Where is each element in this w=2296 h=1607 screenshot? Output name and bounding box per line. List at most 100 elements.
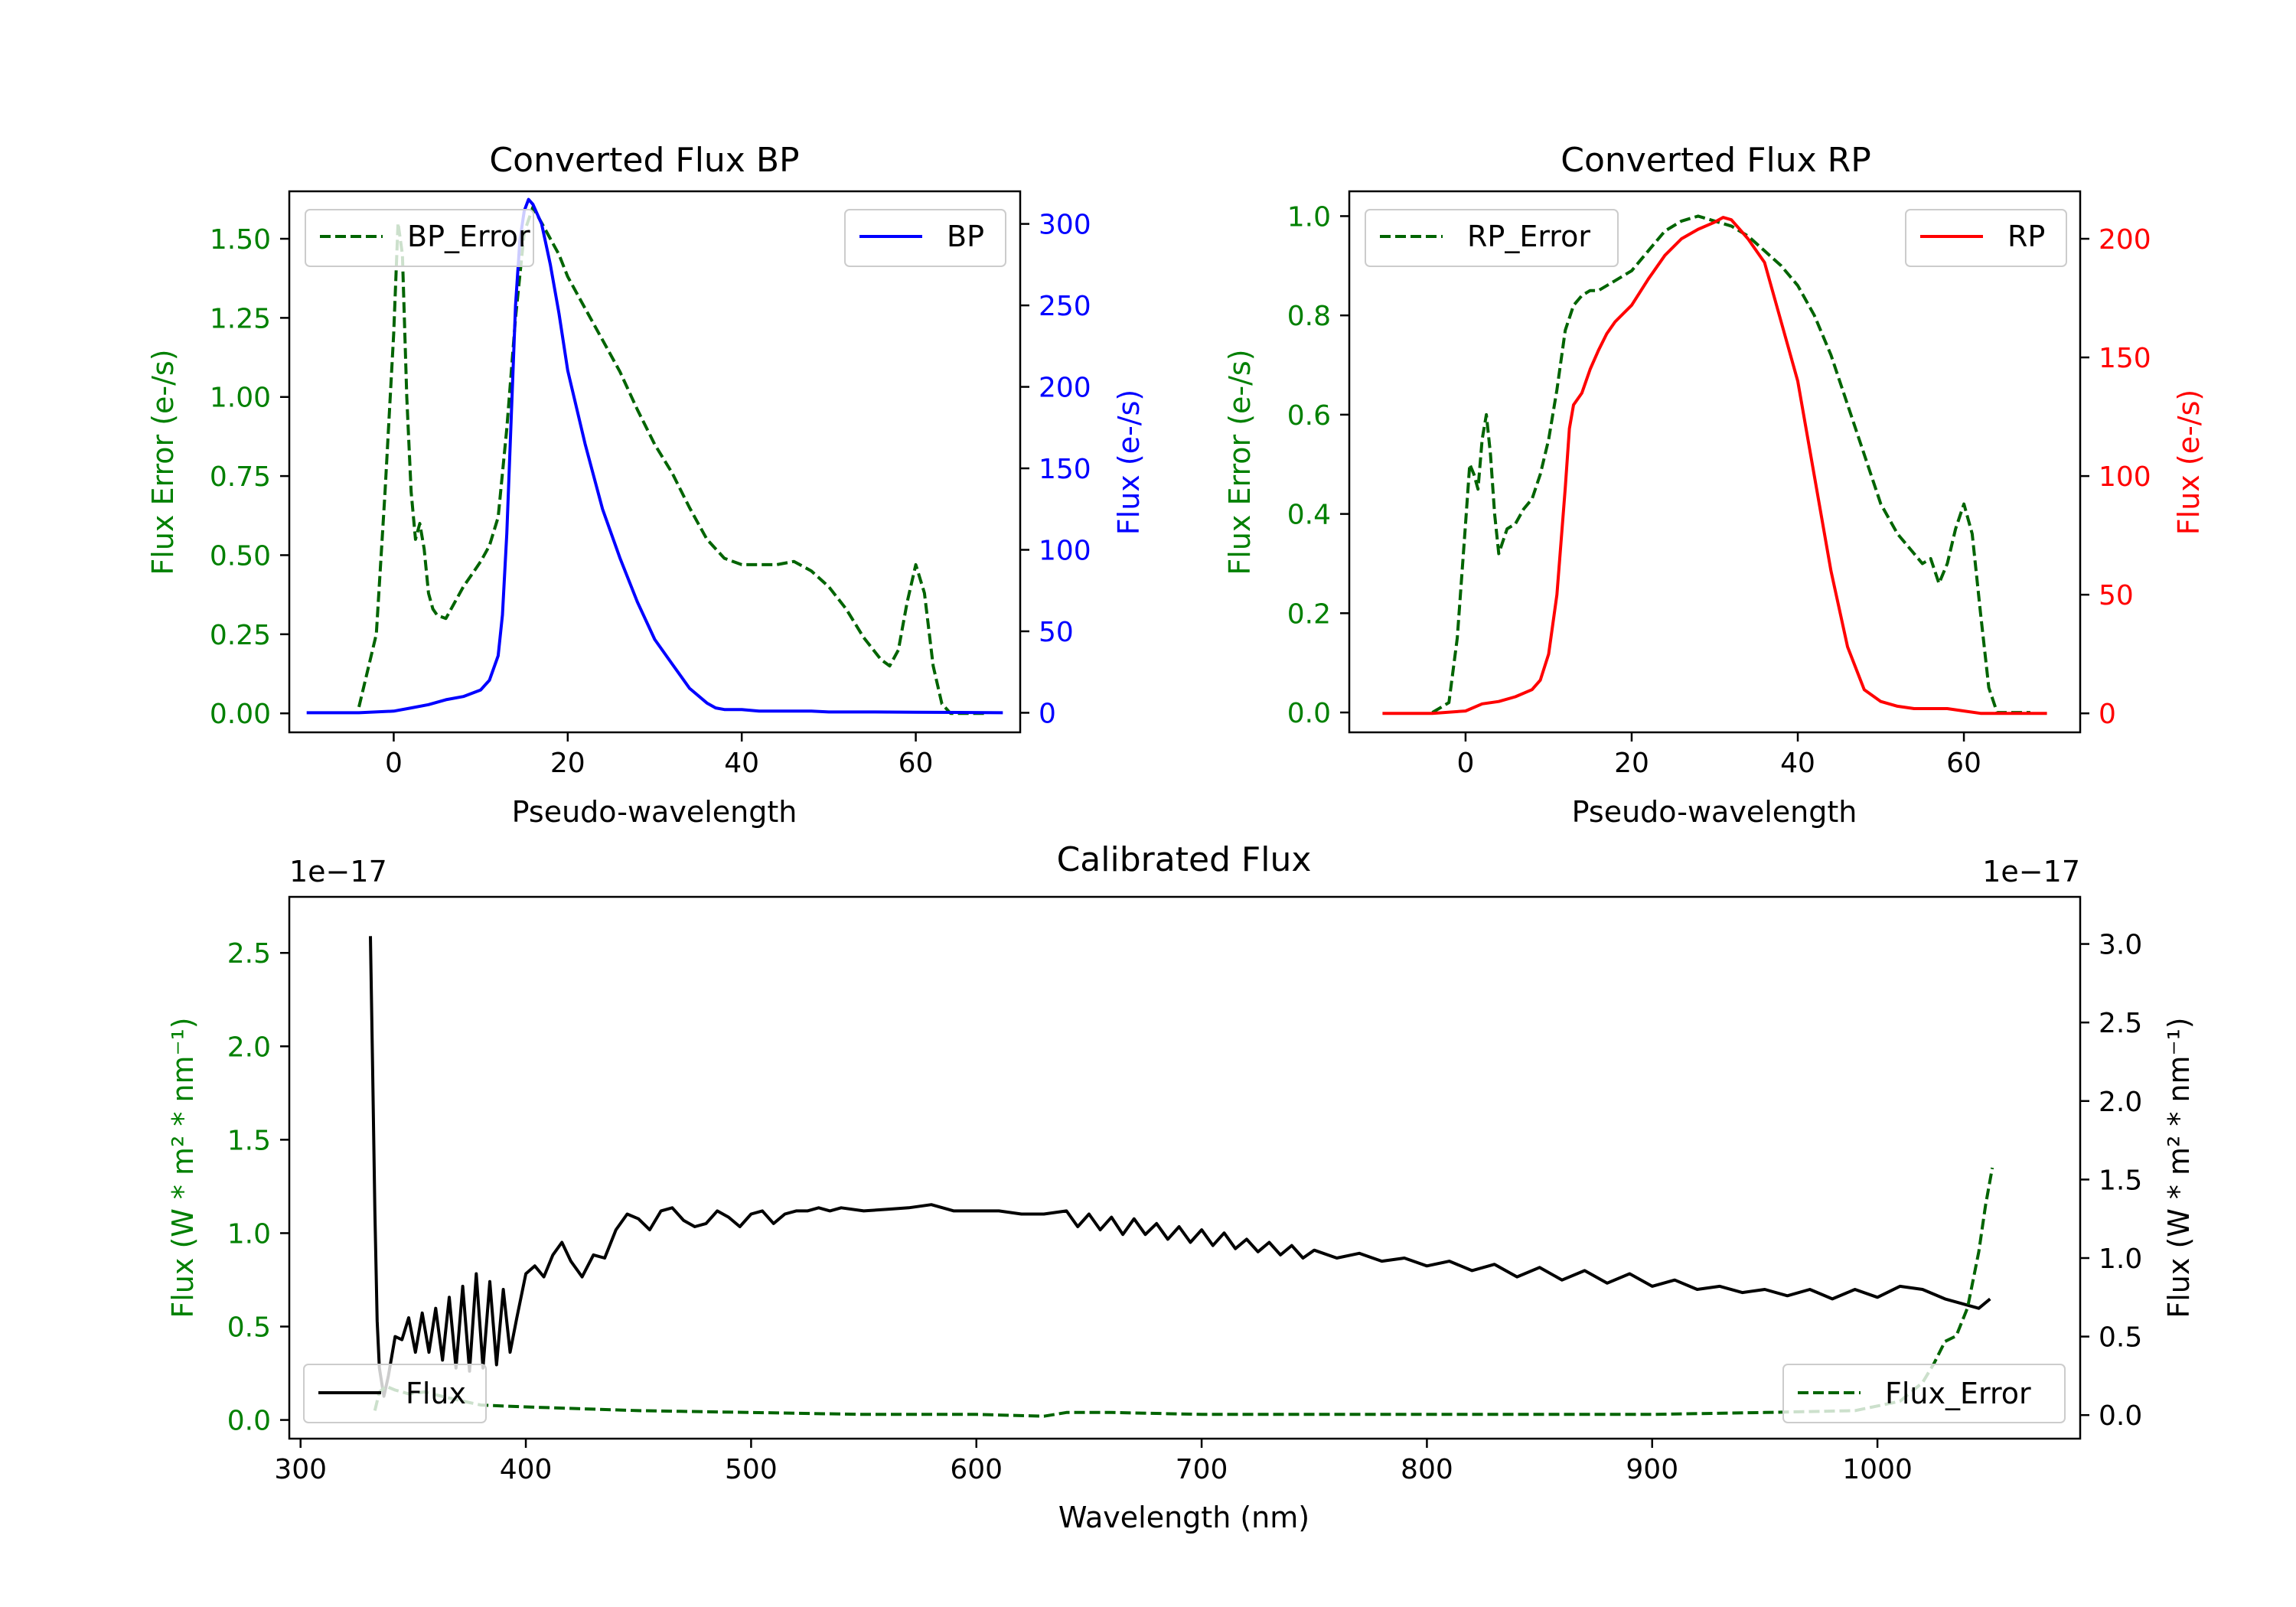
cal-legend-left: Flux bbox=[303, 1364, 487, 1423]
bp-axes-frame bbox=[288, 190, 1022, 734]
bp-legend-left: BP_Error bbox=[305, 209, 534, 267]
cal-legend-right-label: Flux_Error bbox=[1885, 1377, 2031, 1410]
cal-ylabel-left: Flux (W * m² * nm⁻¹) bbox=[166, 1017, 200, 1318]
rp-ytick-left-label: 0.0 bbox=[1287, 698, 1331, 729]
cal-ytick-right-label: 0.0 bbox=[2099, 1400, 2142, 1432]
bp-ytick-left-label: 0.25 bbox=[210, 620, 271, 651]
cal-xtick-label: 300 bbox=[274, 1454, 327, 1485]
cal-ytick-left-label: 0.0 bbox=[227, 1406, 271, 1437]
rp-title: Converted Flux RP bbox=[1561, 141, 1871, 180]
rp-ytick-right-label: 50 bbox=[2099, 580, 2134, 611]
cal-xlabel: Wavelength (nm) bbox=[1058, 1501, 1309, 1534]
rp-ylabel-right: Flux (e-/s) bbox=[2172, 390, 2206, 535]
rp-xtick-label: 20 bbox=[1614, 748, 1649, 779]
bp-xtick-label: 60 bbox=[899, 748, 934, 779]
bp-title: Converted Flux BP bbox=[489, 141, 799, 180]
rp-legend-left: RP_Error bbox=[1365, 209, 1619, 267]
rp-xtick-label: 40 bbox=[1780, 748, 1815, 779]
cal-legend-right: Flux_Error bbox=[1782, 1364, 2066, 1423]
rp-legend-right: RP bbox=[1905, 209, 2067, 267]
cal-xtick-label: 400 bbox=[500, 1454, 553, 1485]
bp-legend-left-box bbox=[305, 209, 534, 267]
cal-ytick-left-label: 2.0 bbox=[227, 1032, 271, 1063]
rp-legend-right-label: RP bbox=[2007, 220, 2045, 253]
rp-legend-left-label: RP_Error bbox=[1467, 220, 1590, 253]
cal-ylabel-right: Flux (W * m² * nm⁻¹) bbox=[2162, 1017, 2196, 1318]
bp-series-bp bbox=[306, 197, 1003, 715]
rp-legend-right-box bbox=[1905, 209, 2067, 267]
bp-legend-right: BP bbox=[844, 209, 1006, 267]
cal-xtick-label: 1000 bbox=[1842, 1454, 1913, 1485]
cal-offset-left: 1e−17 bbox=[289, 855, 387, 888]
rp-panel: Converted Flux RP Pseudo-wavelength Flux… bbox=[1223, 141, 2206, 829]
bp-ytick-right-label: 300 bbox=[1039, 210, 1091, 241]
bp-ytick-left-label: 0.50 bbox=[210, 540, 271, 572]
rp-ytick-left-label: 0.2 bbox=[1287, 598, 1331, 630]
bp-ytick-left-label: 0.75 bbox=[210, 461, 271, 493]
bp-ytick-right-label: 0 bbox=[1039, 698, 1056, 729]
cal-xtick-label: 700 bbox=[1176, 1454, 1228, 1485]
rp-ytick-left-label: 1.0 bbox=[1287, 201, 1331, 233]
bp-panel: Converted Flux BP Pseudo-wavelength Flux… bbox=[146, 141, 1146, 829]
bp-ylabel-left: Flux Error (e-/s) bbox=[146, 349, 180, 575]
bp-xlabel: Pseudo-wavelength bbox=[512, 795, 797, 829]
bp-ytick-right-label: 100 bbox=[1039, 535, 1091, 566]
rp-xtick-label: 60 bbox=[1946, 748, 1981, 779]
bp-ytick-left-label: 1.50 bbox=[210, 224, 271, 256]
cal-axes-frame bbox=[288, 895, 2082, 1440]
rp-ytick-right-label: 0 bbox=[2099, 699, 2116, 730]
cal-series-flux bbox=[369, 936, 1991, 1398]
cal-xtick-label: 900 bbox=[1626, 1454, 1678, 1485]
rp-series-rp-error bbox=[1431, 214, 2030, 715]
rp-ytick-left-label: 0.6 bbox=[1287, 400, 1331, 432]
cal-legend-left-box bbox=[303, 1364, 487, 1423]
bp-xtick-label: 40 bbox=[724, 748, 759, 779]
bp-legend-right-box bbox=[844, 209, 1006, 267]
cal-ytick-right-label: 0.5 bbox=[2099, 1322, 2142, 1354]
rp-ytick-right-label: 150 bbox=[2099, 343, 2151, 374]
rp-xlabel: Pseudo-wavelength bbox=[1572, 795, 1857, 829]
cal-ytick-left-label: 1.5 bbox=[227, 1125, 271, 1156]
cal-ytick-left-label: 0.5 bbox=[227, 1312, 271, 1344]
bp-xtick-label: 20 bbox=[550, 748, 585, 779]
rp-ytick-left-label: 0.8 bbox=[1287, 301, 1331, 332]
bp-ytick-right-label: 50 bbox=[1039, 617, 1074, 648]
cal-ytick-right-label: 2.0 bbox=[2099, 1087, 2142, 1118]
bp-legend-right-label: BP bbox=[947, 220, 984, 253]
bp-ytick-right-label: 250 bbox=[1039, 291, 1091, 322]
rp-ytick-right-label: 100 bbox=[2099, 461, 2151, 493]
bp-legend-left-label: BP_Error bbox=[407, 220, 530, 253]
rp-ylabel-left: Flux Error (e-/s) bbox=[1223, 349, 1257, 575]
cal-xtick-label: 600 bbox=[950, 1454, 1003, 1485]
cal-panel: Calibrated Flux 1e−17 1e−17 Wavelength (… bbox=[166, 840, 2196, 1534]
cal-ytick-left-label: 1.0 bbox=[227, 1218, 271, 1250]
cal-plot-area bbox=[369, 936, 1994, 1418]
rp-ytick-right-label: 200 bbox=[2099, 224, 2151, 256]
bp-ytick-left-label: 1.00 bbox=[210, 383, 271, 414]
cal-xtick-label: 800 bbox=[1401, 1454, 1453, 1485]
bp-plot-area bbox=[306, 197, 1003, 715]
rp-ytick-left-label: 0.4 bbox=[1287, 500, 1331, 531]
cal-title: Calibrated Flux bbox=[1057, 840, 1312, 879]
cal-ytick-right-label: 1.5 bbox=[2099, 1165, 2142, 1196]
cal-legend-left-label: Flux bbox=[406, 1377, 466, 1410]
cal-legend-right-box bbox=[1782, 1364, 2066, 1423]
rp-legend-left-box bbox=[1365, 209, 1619, 267]
cal-ytick-right-label: 2.5 bbox=[2099, 1008, 2142, 1039]
cal-ytick-right-label: 1.0 bbox=[2099, 1244, 2142, 1275]
rp-xtick-label: 0 bbox=[1456, 748, 1474, 779]
cal-ytick-left-label: 2.5 bbox=[227, 938, 271, 970]
cal-ytick-right-label: 3.0 bbox=[2099, 930, 2142, 961]
bp-ytick-right-label: 150 bbox=[1039, 454, 1091, 485]
bp-ylabel-right: Flux (e-/s) bbox=[1112, 390, 1146, 535]
cal-xtick-label: 500 bbox=[725, 1454, 778, 1485]
rp-axes-frame bbox=[1348, 190, 2082, 734]
rp-series-rp bbox=[1382, 216, 2047, 715]
bp-ytick-left-label: 0.00 bbox=[210, 699, 271, 730]
bp-series-bp-error bbox=[357, 205, 986, 715]
cal-series-flux-error bbox=[373, 1167, 1994, 1418]
cal-offset-right: 1e−17 bbox=[1982, 855, 2080, 888]
bp-ytick-right-label: 200 bbox=[1039, 373, 1091, 404]
bp-xtick-label: 0 bbox=[385, 748, 403, 779]
